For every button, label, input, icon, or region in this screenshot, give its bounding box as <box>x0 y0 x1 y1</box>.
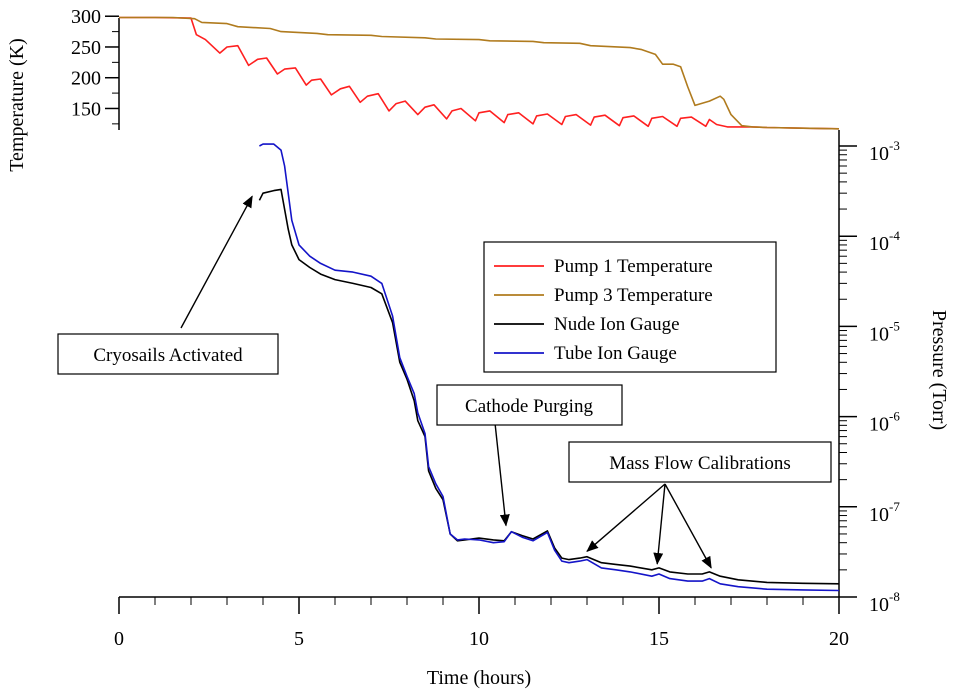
legend-box <box>483 241 777 373</box>
annotation-arrow <box>180 195 253 329</box>
legend-label: Tube Ion Gauge <box>554 343 677 364</box>
annotation-box <box>57 333 279 375</box>
pressure-tick-label: 10-3 <box>869 138 900 165</box>
axes-group: 0 5 10 15 20 Time (hours) 150 200 250 300 Temperat… <box>6 6 950 689</box>
annotation-box <box>436 384 623 426</box>
pressure-tick-base: 10 <box>869 594 889 616</box>
pressure-tick-label: 10-7 <box>869 499 900 526</box>
pressure-tick-exponent: -6 <box>889 409 900 424</box>
x-axis-title: Time (hours) <box>427 667 531 689</box>
temperature-tick-label: 200 <box>71 68 101 90</box>
annotation-arrow <box>586 483 666 552</box>
legend-label: Pump 1 Temperature <box>554 256 713 277</box>
temperature-axis-title: Temperature (K) <box>6 38 28 172</box>
series-line-2 <box>119 16 840 130</box>
pressure-tick-base: 10 <box>869 143 889 165</box>
pressure-tick-base: 10 <box>869 323 889 345</box>
series-line-4 <box>259 143 840 592</box>
series-group <box>119 16 840 592</box>
legend: Pump 1 Temperature Pump 3 Temperature Nude… <box>483 241 777 373</box>
temperature-tick-label: 300 <box>71 6 101 28</box>
series-line-3 <box>258 188 840 585</box>
pressure-tick-base: 10 <box>869 504 889 526</box>
legend-label: Nude Ion Gauge <box>554 314 680 335</box>
x-tick-label: 5 <box>294 628 304 650</box>
pressure-tick-base: 10 <box>869 233 889 255</box>
pressure-tick-label: 10-5 <box>869 318 900 345</box>
annotation-arrow <box>653 483 666 565</box>
temperature-tick-label: 250 <box>71 37 101 59</box>
pressure-tick-label: 10-6 <box>869 409 900 436</box>
annotation-label: Mass Flow Calibrations <box>609 453 791 474</box>
pressure-tick-exponent: -7 <box>889 499 900 514</box>
annotation-label: Cathode Purging <box>465 396 593 417</box>
pressure-tick-exponent: -5 <box>889 318 900 333</box>
series-line-1 <box>119 16 840 130</box>
x-tick-label: 0 <box>114 628 124 650</box>
x-tick-label: 20 <box>829 628 849 650</box>
pressure-tick-label: 10-8 <box>869 589 900 616</box>
pressure-tick-exponent: -4 <box>889 228 900 243</box>
x-tick-label: 10 <box>469 628 489 650</box>
annotations-group: Cryosails Activated Cathode Purging Mass F… <box>57 195 832 569</box>
temperature-tick-label: 150 <box>71 98 101 120</box>
pressure-axis-title: Pressure (Torr) <box>928 310 950 430</box>
annotation-arrow <box>664 483 712 569</box>
annotation-box <box>568 441 832 483</box>
legend-label: Pump 3 Temperature <box>554 285 713 306</box>
annotation-arrow <box>494 422 510 527</box>
x-tick-label: 15 <box>649 628 669 650</box>
annotation-label: Cryosails Activated <box>93 345 243 366</box>
pressure-tick-label: 10-4 <box>869 228 900 255</box>
pressure-tick-exponent: -3 <box>889 138 900 153</box>
pressure-tick-exponent: -8 <box>889 589 900 604</box>
pressure-tick-base: 10 <box>869 414 889 436</box>
